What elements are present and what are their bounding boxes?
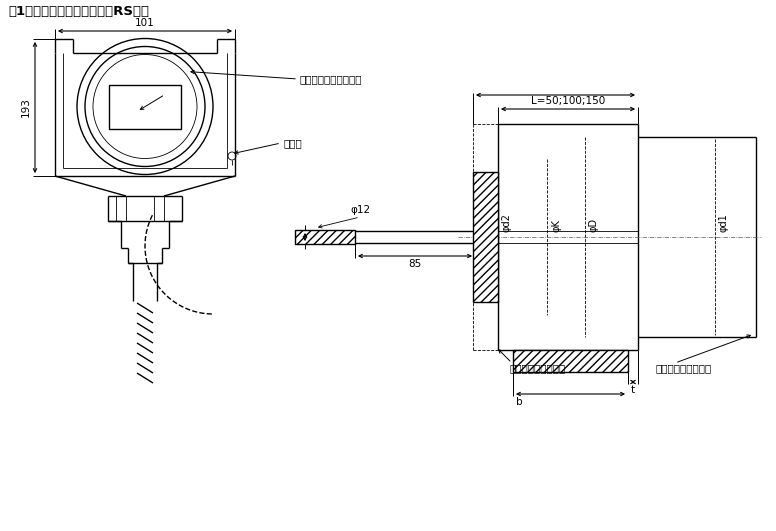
Text: φd1: φd1 [719, 213, 729, 232]
Text: φK: φK [551, 219, 561, 232]
Text: t: t [631, 385, 635, 395]
Text: 85: 85 [408, 259, 421, 269]
Bar [295, 230, 355, 244]
Text: 接地端: 接地端 [283, 138, 302, 148]
Text: 101: 101 [135, 18, 155, 28]
Text: 插入式膜盒（可选）: 插入式膜盒（可选） [655, 363, 712, 373]
Text: φd2: φd2 [502, 213, 512, 232]
Text: φ12: φ12 [350, 205, 370, 215]
Bar [513, 350, 628, 372]
Bar [109, 84, 181, 129]
Text: b: b [516, 397, 522, 407]
Text: 扁平式膜盒（可选）: 扁平式膜盒（可选） [510, 363, 566, 373]
Text: 193: 193 [21, 98, 31, 117]
Text: 图1基本型远传密封装置图（RS型）: 图1基本型远传密封装置图（RS型） [8, 5, 149, 18]
Text: φD: φD [589, 218, 599, 232]
Text: L=50;100;150: L=50;100;150 [531, 96, 605, 106]
Text: 内藏显示表（可选项）: 内藏显示表（可选项） [300, 74, 362, 84]
Bar [473, 172, 498, 302]
